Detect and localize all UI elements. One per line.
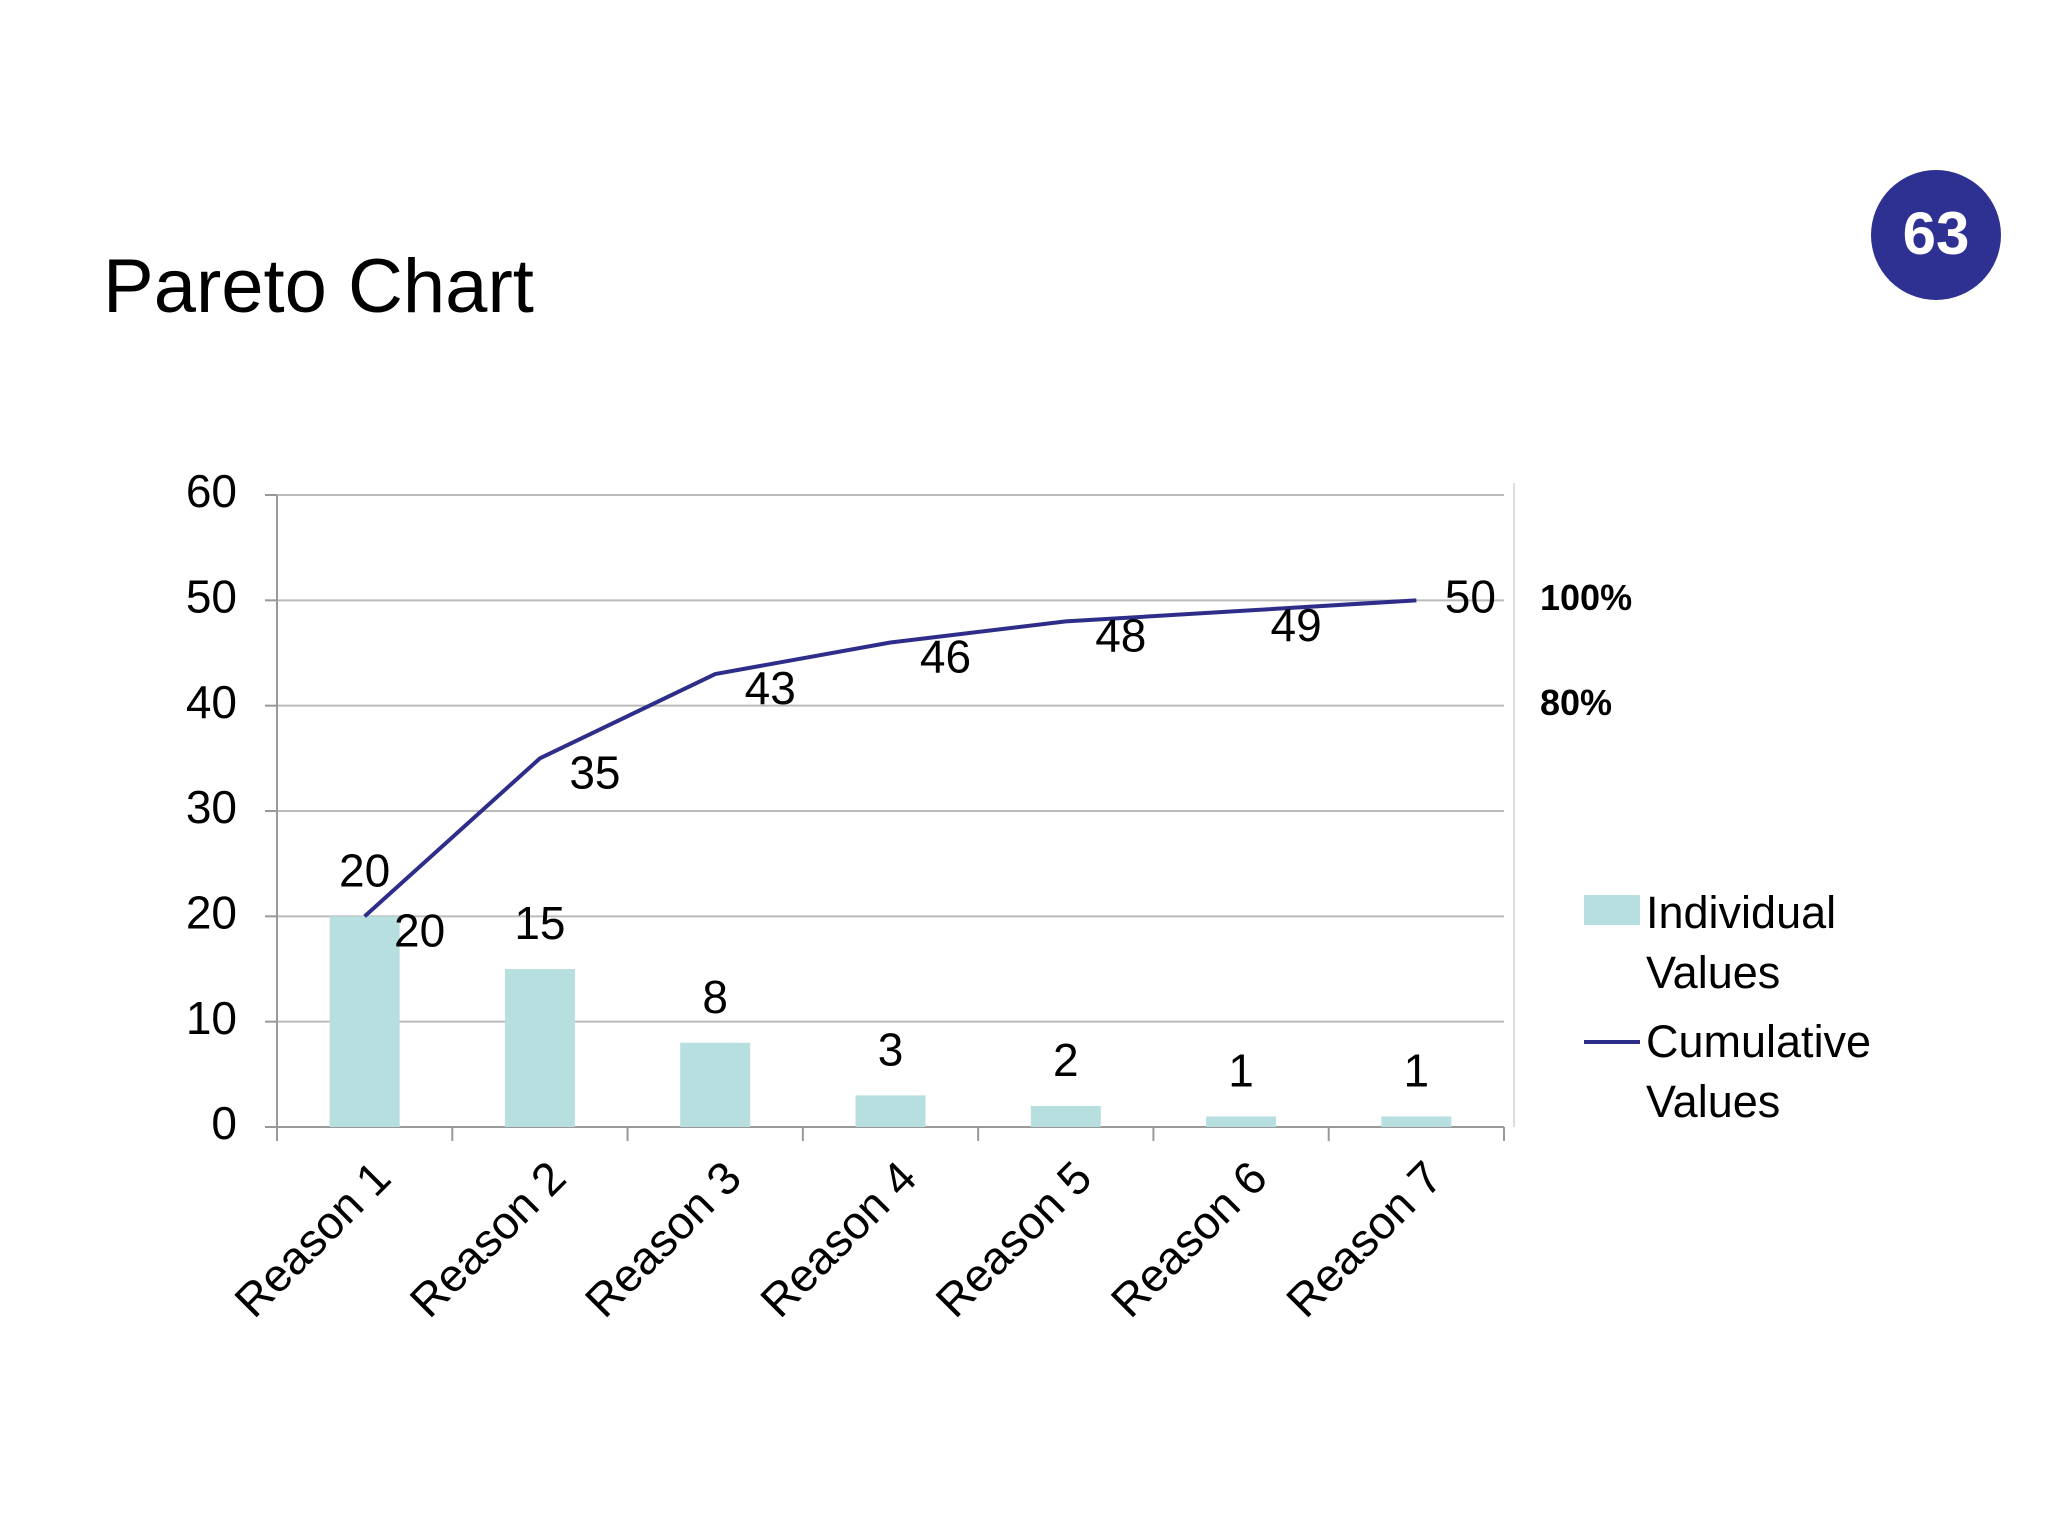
y-tick-label: 0 xyxy=(211,1097,237,1149)
legend-item: Cumulative Values xyxy=(1584,1012,1926,1132)
x-tick-label: Reason 1 xyxy=(224,1151,400,1327)
legend-label: Individual Values xyxy=(1646,887,1837,998)
page-number: 63 xyxy=(1903,200,1970,267)
chart-title: Pareto Chart xyxy=(103,244,534,329)
line-value-label: 20 xyxy=(394,904,445,956)
line-value-label: 50 xyxy=(1445,570,1496,622)
line-value-label: 35 xyxy=(569,746,620,798)
page-badge xyxy=(1871,170,2001,300)
line-value-label: 46 xyxy=(920,631,971,683)
bar xyxy=(680,1042,751,1127)
cumulative-line xyxy=(363,598,1417,918)
y-tick-label: 60 xyxy=(186,465,237,517)
legend-item: Individual Values xyxy=(1584,883,1926,1003)
line-value-label: 48 xyxy=(1095,610,1146,662)
y-tick-label: 30 xyxy=(186,781,237,833)
x-tick-label: Reason 3 xyxy=(575,1151,751,1327)
y-tick-label: 40 xyxy=(186,676,237,728)
x-tick-label: Reason 5 xyxy=(925,1151,1101,1327)
bar xyxy=(329,916,400,1127)
y2-tick-label: 80% xyxy=(1540,682,1612,723)
line-value-label: 43 xyxy=(745,662,796,714)
bar-value-label: 3 xyxy=(878,1024,904,1076)
bar-value-label: 8 xyxy=(702,971,728,1023)
bar-value-label: 2 xyxy=(1053,1034,1079,1086)
bar xyxy=(1030,1105,1101,1127)
y2-tick-label: 100% xyxy=(1540,577,1632,618)
bar xyxy=(504,969,575,1127)
y-tick-label: 20 xyxy=(186,886,237,938)
x-tick-label: Reason 2 xyxy=(400,1151,576,1327)
legend-label: Cumulative Values xyxy=(1646,1016,1872,1127)
bar xyxy=(1206,1116,1277,1127)
bar-value-label: 20 xyxy=(339,844,390,896)
legend-swatch xyxy=(1584,1040,1640,1044)
bar xyxy=(855,1095,926,1127)
bar-value-label: 1 xyxy=(1228,1045,1254,1097)
line-value-label: 49 xyxy=(1270,599,1321,651)
bar xyxy=(1381,1116,1452,1127)
x-tick-label: Reason 7 xyxy=(1276,1151,1452,1327)
legend-swatch xyxy=(1584,895,1640,925)
x-tick-label: Reason 6 xyxy=(1101,1151,1277,1327)
bar-value-label: 15 xyxy=(514,897,565,949)
bar-value-label: 1 xyxy=(1404,1045,1430,1097)
y-tick-label: 50 xyxy=(186,570,237,622)
x-tick-label: Reason 4 xyxy=(750,1151,926,1327)
y-tick-label: 10 xyxy=(186,992,237,1044)
